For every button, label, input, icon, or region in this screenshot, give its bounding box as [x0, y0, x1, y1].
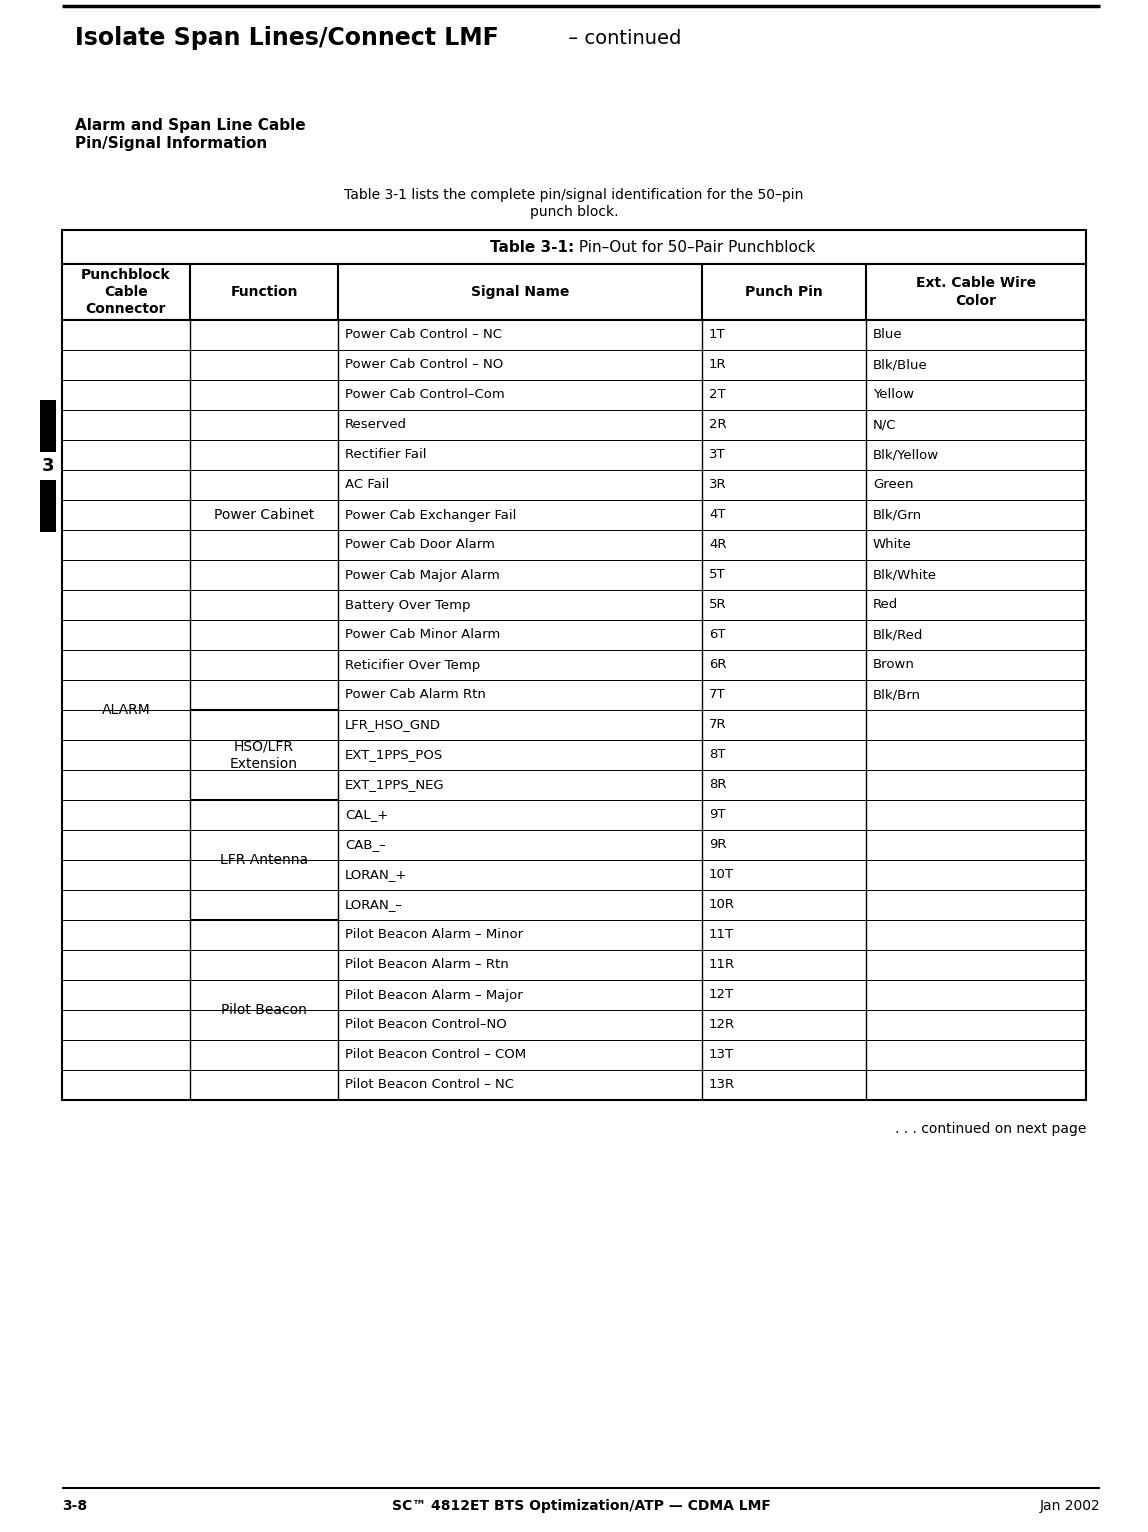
Text: 8T: 8T [709, 749, 726, 761]
Text: 10T: 10T [709, 869, 734, 881]
Text: Pilot Beacon Control – COM: Pilot Beacon Control – COM [346, 1048, 526, 1062]
Text: Power Cab Control – NC: Power Cab Control – NC [346, 328, 502, 342]
Text: punch block.: punch block. [529, 205, 619, 219]
Text: Pin/Signal Information: Pin/Signal Information [75, 136, 267, 152]
Text: N/C: N/C [872, 418, 897, 432]
Text: Battery Over Temp: Battery Over Temp [346, 599, 471, 611]
Text: Rectifier Fail: Rectifier Fail [346, 449, 427, 461]
Text: 5R: 5R [709, 599, 727, 611]
Text: 8R: 8R [709, 778, 727, 792]
Text: Blk/Red: Blk/Red [872, 628, 923, 642]
Text: 3: 3 [41, 457, 54, 475]
Text: 7R: 7R [709, 719, 727, 731]
Text: Power Cab Minor Alarm: Power Cab Minor Alarm [346, 628, 501, 642]
Text: . . . continued on next page: . . . continued on next page [894, 1121, 1086, 1137]
Text: Yellow: Yellow [872, 389, 914, 401]
Text: Power Cab Major Alarm: Power Cab Major Alarm [346, 568, 499, 582]
Text: Pilot Beacon Alarm – Rtn: Pilot Beacon Alarm – Rtn [346, 959, 509, 971]
Text: CAL_+: CAL_+ [346, 809, 388, 821]
Text: Power Cabinet: Power Cabinet [214, 509, 315, 522]
Text: 13R: 13R [709, 1079, 735, 1091]
Text: Power Cab Door Alarm: Power Cab Door Alarm [346, 539, 495, 552]
Text: 3-8: 3-8 [62, 1498, 87, 1514]
Text: Reserved: Reserved [346, 418, 408, 432]
Text: Blk/Yellow: Blk/Yellow [872, 449, 939, 461]
Text: Jan 2002: Jan 2002 [1039, 1498, 1100, 1514]
Text: Ext. Cable Wire
Color: Ext. Cable Wire Color [916, 276, 1035, 308]
Text: 4T: 4T [709, 509, 726, 521]
Text: Pilot Beacon Control–NO: Pilot Beacon Control–NO [346, 1019, 506, 1031]
Text: 4R: 4R [709, 539, 727, 552]
Bar [40, 480, 56, 532]
Text: 3T: 3T [709, 449, 726, 461]
Text: – continued: – continued [563, 29, 682, 47]
Text: Pilot Beacon: Pilot Beacon [222, 1003, 307, 1017]
Bar [62, 320, 1086, 1100]
Text: Red: Red [872, 599, 898, 611]
Text: ALARM: ALARM [102, 703, 150, 717]
Text: Table 3-1 lists the complete pin/signal identification for the 50–pin: Table 3-1 lists the complete pin/signal … [344, 188, 804, 202]
Text: AC Fail: AC Fail [346, 478, 389, 492]
Text: Pilot Beacon Control – NC: Pilot Beacon Control – NC [346, 1079, 514, 1091]
Bar [62, 230, 1086, 264]
Text: Table 3-1:: Table 3-1: [490, 239, 574, 254]
Text: Blk/Grn: Blk/Grn [872, 509, 922, 521]
Text: 7T: 7T [709, 688, 726, 702]
Text: 10R: 10R [709, 898, 735, 912]
Text: Pilot Beacon Alarm – Minor: Pilot Beacon Alarm – Minor [346, 928, 523, 942]
Text: Power Cab Control–Com: Power Cab Control–Com [346, 389, 505, 401]
Text: Power Cab Alarm Rtn: Power Cab Alarm Rtn [346, 688, 486, 702]
Text: Power Cab Control – NO: Power Cab Control – NO [346, 358, 503, 371]
Text: Function: Function [231, 285, 297, 299]
Text: Pin–Out for 50–Pair Punchblock: Pin–Out for 50–Pair Punchblock [574, 239, 815, 254]
Text: Isolate Span Lines/Connect LMF: Isolate Span Lines/Connect LMF [75, 26, 498, 51]
Text: Blk/Blue: Blk/Blue [872, 358, 928, 371]
Text: EXT_1PPS_POS: EXT_1PPS_POS [346, 749, 443, 761]
Text: 9R: 9R [709, 838, 727, 852]
Text: Reticifier Over Temp: Reticifier Over Temp [346, 659, 480, 671]
Text: 12R: 12R [709, 1019, 735, 1031]
Bar [62, 264, 1086, 320]
Text: Blk/Brn: Blk/Brn [872, 688, 921, 702]
Text: Punch Pin: Punch Pin [745, 285, 823, 299]
Text: Brown: Brown [872, 659, 915, 671]
Text: 11R: 11R [709, 959, 735, 971]
Text: 13T: 13T [709, 1048, 734, 1062]
Bar [40, 400, 56, 452]
Text: 2T: 2T [709, 389, 726, 401]
Text: SC™ 4812ET BTS Optimization/ATP — CDMA LMF: SC™ 4812ET BTS Optimization/ATP — CDMA L… [391, 1498, 770, 1514]
Text: 1T: 1T [709, 328, 726, 342]
Text: CAB_–: CAB_– [346, 838, 386, 852]
Text: HSO/LFR
Extension: HSO/LFR Extension [230, 740, 298, 771]
Text: Signal Name: Signal Name [471, 285, 569, 299]
Text: Punchblock
Cable
Connector: Punchblock Cable Connector [82, 268, 171, 316]
Text: 2R: 2R [709, 418, 727, 432]
Text: Alarm and Span Line Cable: Alarm and Span Line Cable [75, 118, 305, 133]
Text: 6R: 6R [709, 659, 727, 671]
Text: LORAN_–: LORAN_– [346, 898, 403, 912]
Text: 6T: 6T [709, 628, 726, 642]
Text: LORAN_+: LORAN_+ [346, 869, 408, 881]
Text: Pilot Beacon Alarm – Major: Pilot Beacon Alarm – Major [346, 988, 522, 1002]
Text: 1R: 1R [709, 358, 727, 371]
Text: Blk/White: Blk/White [872, 568, 937, 582]
Text: LFR_HSO_GND: LFR_HSO_GND [346, 719, 441, 731]
Text: 5T: 5T [709, 568, 726, 582]
Text: 11T: 11T [709, 928, 734, 942]
Text: 12T: 12T [709, 988, 734, 1002]
Text: Green: Green [872, 478, 914, 492]
Text: 3R: 3R [709, 478, 727, 492]
Text: Power Cab Exchanger Fail: Power Cab Exchanger Fail [346, 509, 517, 521]
Text: White: White [872, 539, 912, 552]
Text: Blue: Blue [872, 328, 902, 342]
Text: EXT_1PPS_NEG: EXT_1PPS_NEG [346, 778, 444, 792]
Text: LFR Antenna: LFR Antenna [220, 853, 308, 867]
Text: 9T: 9T [709, 809, 726, 821]
